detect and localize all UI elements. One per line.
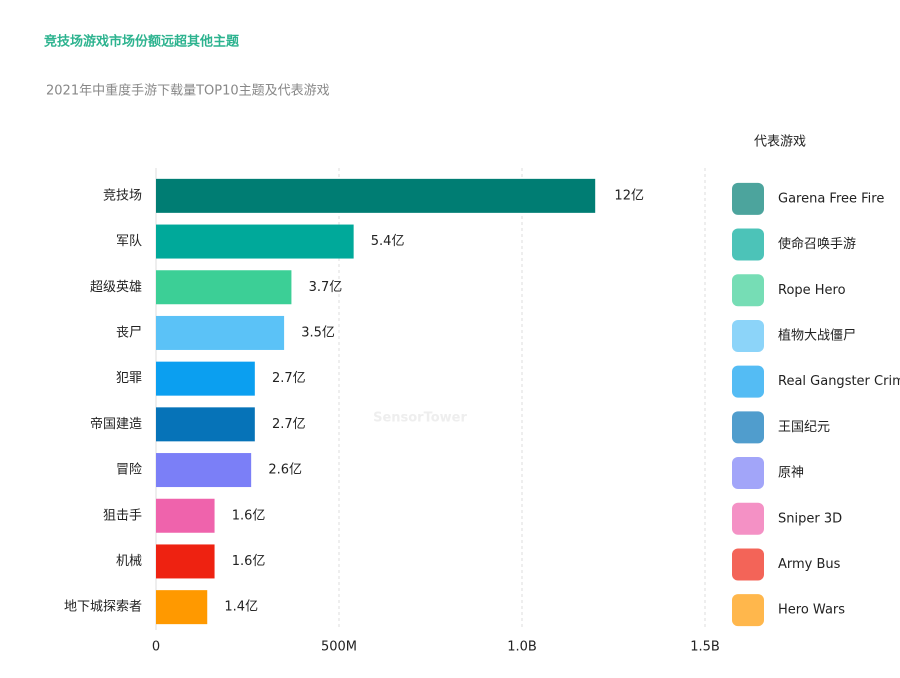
game-icon [732, 319, 764, 352]
y-tick-label: 超级英雄 [90, 280, 142, 295]
bar [156, 407, 255, 442]
y-tick-label: 地下城探索者 [64, 600, 142, 615]
bar [156, 224, 354, 259]
game-name: Army Bus [778, 557, 841, 572]
value-label: 5.4亿 [371, 234, 405, 249]
value-label: 12亿 [614, 188, 644, 203]
game-name: Hero Wars [778, 603, 845, 618]
y-tick-label: 狙击手 [103, 508, 142, 523]
value-label: 3.7亿 [309, 280, 343, 295]
game-name: Garena Free Fire [778, 191, 884, 206]
game-name: Sniper 3D [778, 511, 842, 526]
game-icon [732, 182, 764, 215]
y-tick-label: 帝国建造 [90, 416, 142, 432]
game-icon [732, 457, 764, 490]
games-title: 代表游戏 [754, 135, 806, 150]
game-icon [732, 594, 764, 627]
game-name: Rope Hero [778, 283, 846, 298]
game-name: Real Gangster Crime [778, 374, 900, 389]
value-label: 2.7亿 [272, 417, 306, 432]
x-tick-label: 500M [321, 640, 357, 655]
x-tick-label: 0 [152, 640, 160, 655]
bar [156, 178, 596, 213]
bar [156, 270, 292, 305]
game-name: 使命召唤手游 [778, 236, 856, 252]
bar [156, 453, 252, 488]
y-tick-label: 军队 [116, 234, 142, 249]
game-name: 原神 [778, 466, 804, 481]
chart-subtitle: 2021年中重度手游下载量TOP10主题及代表游戏 [46, 83, 330, 99]
value-label: 1.6亿 [232, 554, 266, 569]
bar [156, 361, 255, 396]
y-tick-label: 冒险 [116, 463, 142, 478]
game-icon [732, 228, 764, 261]
bar [156, 315, 285, 350]
y-tick-label: 犯罪 [116, 371, 142, 386]
x-tick-label: 1.0B [507, 640, 537, 655]
y-tick-label: 机械 [116, 554, 142, 569]
x-tick-label: 1.5B [690, 640, 720, 655]
chart-title: 竞技场游戏市场份额远超其他主题 [44, 34, 240, 50]
game-icon [732, 365, 764, 398]
y-tick-label: 竞技场 [103, 187, 142, 203]
value-label: 3.5亿 [301, 325, 335, 340]
bar [156, 544, 215, 579]
bar [156, 498, 215, 533]
bar [156, 590, 208, 625]
value-label: 1.6亿 [232, 508, 266, 523]
value-label: 1.4亿 [224, 600, 258, 615]
value-label: 2.7亿 [272, 371, 306, 386]
game-name: 王国纪元 [778, 420, 830, 435]
watermark: SensorTower [373, 411, 467, 426]
game-name: 植物大战僵尸 [778, 328, 856, 343]
game-icon [732, 411, 764, 444]
game-icon [732, 548, 764, 581]
y-tick-label: 丧尸 [116, 325, 142, 340]
game-icon [732, 274, 764, 307]
value-label: 2.6亿 [268, 463, 302, 478]
game-icon [732, 502, 764, 535]
